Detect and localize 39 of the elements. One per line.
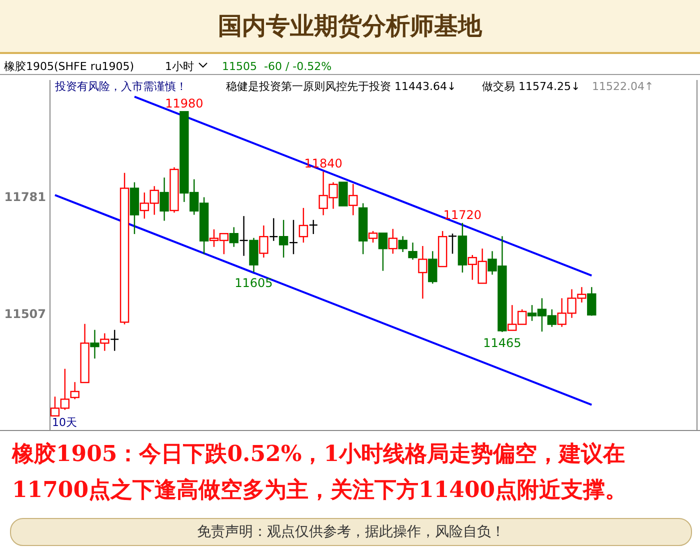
candlestick [348,183,358,216]
candlestick [259,224,268,258]
candlestick [587,286,596,316]
text: 11505 [222,60,257,73]
candlestick [160,176,169,222]
candlestick [90,329,100,360]
candlestick [110,329,120,352]
candlestick [378,232,388,272]
candlestick [298,207,308,244]
candlestick [368,230,378,244]
candlestick [388,228,398,254]
candlestick [338,182,348,206]
y-tick-label: 11507 [4,307,46,322]
candlestick [398,236,408,253]
candlestick [428,250,438,284]
text: 1小时 [165,60,194,73]
annotation: 11605 [234,276,273,290]
candlestick [408,242,418,260]
candlestick [448,233,458,254]
annotation: 11840 [304,156,342,171]
annotation: 10天 [52,416,77,429]
text: 橡胶1905：今日下跌0.52%，1小时线格局走势偏空，建议在11700点之下逢高做空多为主，关注下方11400点附近支撑。 [12,440,628,505]
candlestick [229,226,238,248]
candlestick [278,219,288,258]
annotation: 投资有风险，入市需谨慎！ [54,80,187,93]
annotation: 11465 [483,336,522,350]
annotation: 11980 [165,96,204,111]
text: 免责声明：观点仅供参考，据此操作，风险自负！ [10,518,692,546]
text: 橡胶1905(SHFE ru1905) [4,60,134,73]
candlestick [100,332,110,352]
annotation: 稳健是投资第一原则风控先于投资 11443.64↓ [226,80,456,93]
candlestick [418,245,428,300]
annotation: 11720 [443,208,482,222]
annotation: 做交易 11574.25↓ [482,80,580,93]
text: -60 / -0.52% [264,60,332,73]
candlestick [70,381,80,400]
y-tick-label: 11781 [4,190,46,204]
annotation: 11522.04↑ [592,80,654,93]
chart-title: 国内专业期货分析师基地 [0,0,700,54]
